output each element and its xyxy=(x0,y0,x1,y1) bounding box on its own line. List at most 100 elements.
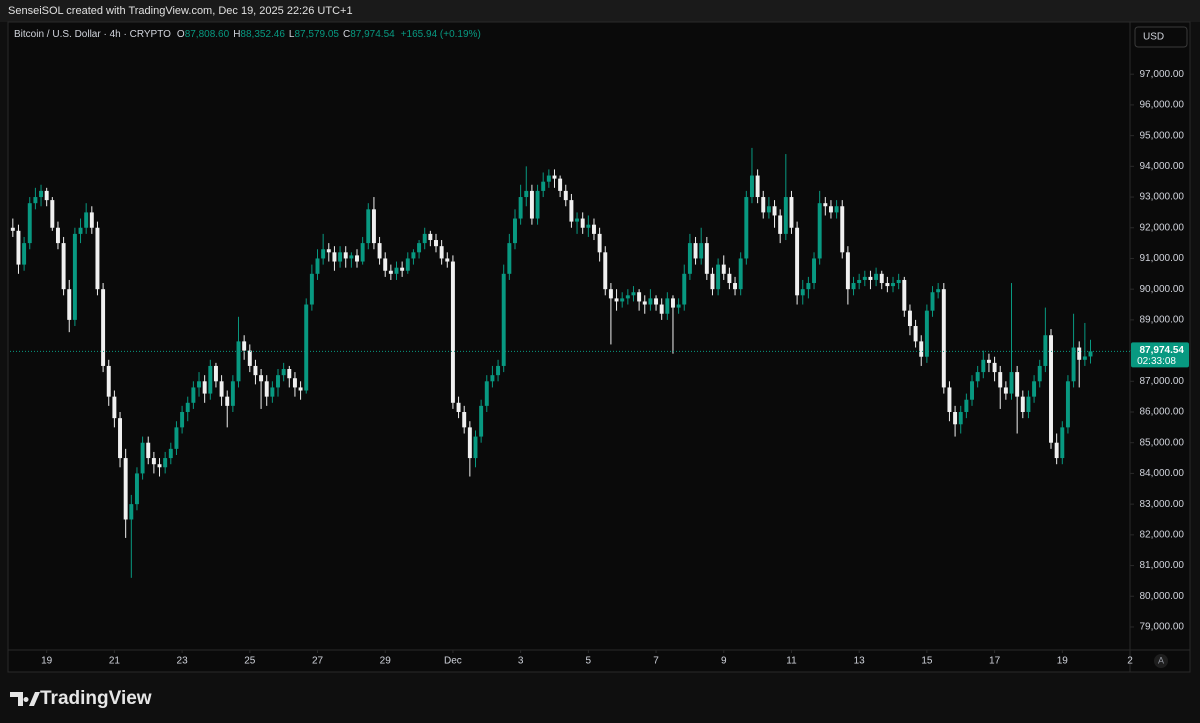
candle-body xyxy=(744,197,749,259)
candle-body xyxy=(958,412,963,425)
y-tick-label: 95,000.00 xyxy=(1140,130,1185,141)
logo-mark xyxy=(10,692,40,706)
y-tick-label: 85,000.00 xyxy=(1140,437,1185,448)
candle-body xyxy=(992,362,997,373)
candle-body xyxy=(778,215,783,234)
candle-body xyxy=(157,464,162,468)
candle-body xyxy=(936,289,941,293)
candle-body xyxy=(620,298,625,302)
candle-body xyxy=(287,369,292,379)
candle-body xyxy=(22,243,27,265)
y-tick-label: 94,000.00 xyxy=(1140,161,1185,172)
candle-body xyxy=(383,258,388,271)
candle-body xyxy=(812,258,817,284)
y-tick-label: 90,000.00 xyxy=(1140,284,1185,295)
candle-body xyxy=(191,387,196,403)
candle-body xyxy=(292,378,297,388)
candle-body xyxy=(259,375,264,382)
candle-body xyxy=(422,233,427,244)
candle-body xyxy=(828,206,833,213)
candle-body xyxy=(930,292,935,311)
candle-body xyxy=(524,190,529,198)
candle-body xyxy=(913,326,918,342)
candle-body xyxy=(355,255,359,262)
countdown: 02:33:08 xyxy=(1137,356,1176,367)
candle-body xyxy=(50,200,55,228)
candle-body xyxy=(535,190,540,219)
logo-text: TradingView xyxy=(40,688,152,709)
candle-body xyxy=(315,258,320,274)
change: +165.94 (+0.19%) xyxy=(401,29,481,40)
candle-body xyxy=(326,249,331,253)
candle-body xyxy=(1082,356,1087,360)
candle-body xyxy=(947,387,952,413)
candle-body xyxy=(1065,381,1070,428)
candle-body xyxy=(236,341,241,382)
candle-body xyxy=(563,190,568,201)
candle-body xyxy=(986,359,991,363)
x-tick-label: Dec xyxy=(444,656,462,667)
candle-body xyxy=(659,304,664,314)
auto-scale-button[interactable] xyxy=(1154,654,1168,668)
x-tick-label: 2 xyxy=(1127,656,1133,667)
candle-body xyxy=(529,190,534,219)
candle-body xyxy=(39,190,44,198)
y-tick-label: 93,000.00 xyxy=(1140,192,1185,203)
candle-body xyxy=(710,273,715,290)
candle-body xyxy=(123,458,128,520)
candle-body xyxy=(637,292,642,302)
candle-body xyxy=(575,218,580,222)
candle-body xyxy=(27,203,32,244)
candle-body xyxy=(716,264,721,290)
candle-body xyxy=(874,273,879,280)
candle-body xyxy=(823,203,828,207)
ohlc-value: 87,808.60 xyxy=(185,29,230,40)
x-tick-label: 15 xyxy=(921,656,933,667)
candle-body xyxy=(608,289,613,299)
candle-body xyxy=(518,197,523,219)
y-tick-label: 91,000.00 xyxy=(1140,253,1185,264)
candle-body xyxy=(185,402,190,413)
candle-body xyxy=(72,233,77,320)
candle-body xyxy=(924,310,929,357)
y-tick-label: 86,000.00 xyxy=(1140,407,1185,418)
legend: Bitcoin / U.S. Dollar · 4h · CRYPTO O87,8… xyxy=(14,29,481,40)
candle-body xyxy=(78,227,83,234)
candle-body xyxy=(1049,335,1053,443)
x-tick-label: 27 xyxy=(312,656,324,667)
candle-body xyxy=(264,381,269,397)
x-tick-label: 17 xyxy=(989,656,1001,667)
candle-body xyxy=(766,206,771,213)
candle-body xyxy=(67,289,72,320)
y-tick-label: 82,000.00 xyxy=(1140,529,1185,540)
currency-button[interactable] xyxy=(1134,26,1188,48)
candle-body xyxy=(44,190,49,201)
candle-body xyxy=(693,243,698,259)
chart-panel xyxy=(7,21,1191,673)
logo: TradingView xyxy=(10,688,152,709)
candle-body xyxy=(919,341,924,357)
candle-body xyxy=(129,504,134,520)
y-tick-label: 96,000.00 xyxy=(1140,100,1185,111)
candle-body xyxy=(857,279,862,284)
candle-body xyxy=(806,283,811,290)
candle-body xyxy=(281,369,286,376)
candle-body xyxy=(670,298,675,308)
candle-body xyxy=(817,203,822,259)
candle-body xyxy=(417,243,422,253)
candle-body xyxy=(631,292,636,296)
candle-body xyxy=(755,175,760,198)
y-tick-label: 79,000.00 xyxy=(1140,622,1185,633)
y-tick-label: 80,000.00 xyxy=(1140,591,1185,602)
candle-body xyxy=(868,276,873,280)
candle-body xyxy=(597,233,602,253)
candle-body xyxy=(33,197,38,204)
candle-body xyxy=(772,206,777,216)
candle-body xyxy=(964,399,969,413)
candle-body xyxy=(682,273,687,305)
y-tick-label: 92,000.00 xyxy=(1140,222,1185,233)
candle-body xyxy=(1020,396,1025,413)
candle-body xyxy=(907,310,912,327)
candle-body xyxy=(332,252,337,262)
ohlc-letter: O xyxy=(177,29,185,40)
